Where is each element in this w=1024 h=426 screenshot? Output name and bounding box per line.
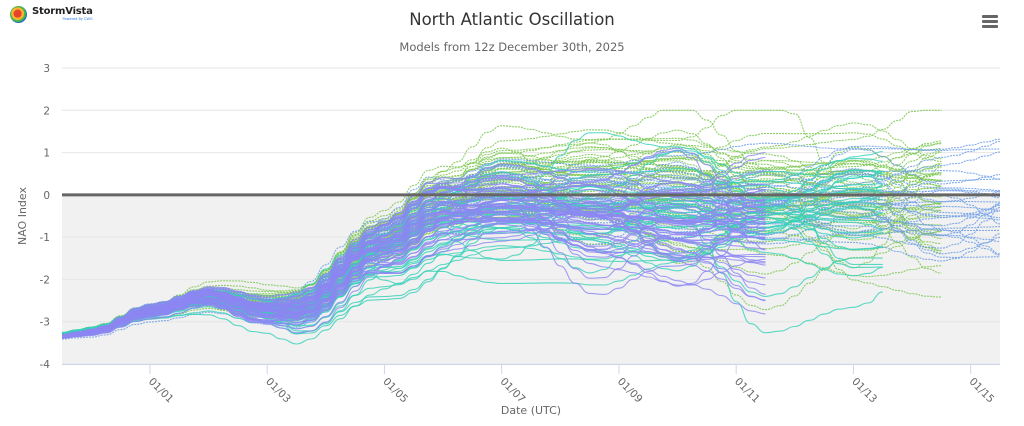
purple-ensemble-member[interactable] [61, 191, 766, 337]
x-tick-label: 01/11 [732, 376, 762, 406]
purple-ensemble-member[interactable] [61, 210, 766, 337]
purple-ensemble-member[interactable] [61, 203, 766, 338]
y-tick-label: -3 [40, 317, 50, 329]
y-tick-label: 1 [43, 148, 50, 160]
hamburger-menu-icon[interactable] [982, 15, 998, 29]
stormvista-logo[interactable]: StormVista Powered By CWG [10, 6, 93, 23]
y-tick-label: 3 [43, 63, 50, 75]
x-tick-label: 01/03 [263, 376, 293, 406]
purple-ensemble-member[interactable] [61, 204, 766, 337]
y-tick-label: -4 [40, 359, 51, 371]
blue-ensemble-member[interactable] [61, 140, 1001, 338]
y-tick-label: -2 [40, 274, 50, 286]
x-tick-label: 01/07 [498, 376, 528, 406]
logo-globe-icon [10, 6, 27, 23]
x-tick-label: 01/01 [146, 376, 176, 406]
purple-ensemble-member[interactable] [61, 182, 766, 339]
x-tick-label: 01/13 [849, 376, 879, 406]
purple-ensemble-member[interactable] [61, 214, 766, 339]
x-axis-title: Date (UTC) [501, 404, 561, 417]
purple-ensemble-member[interactable] [61, 147, 766, 337]
green-ensemble-member[interactable] [61, 159, 942, 334]
blue-ensemble-member[interactable] [61, 181, 1001, 337]
y-tick-label: 0 [43, 190, 50, 202]
y-tick-label: 2 [43, 105, 50, 117]
logo-name: StormVista [32, 6, 93, 18]
green-ensemble-member[interactable] [61, 147, 942, 336]
purple-ensemble-member[interactable] [61, 168, 766, 336]
purple-ensemble-member[interactable] [61, 219, 766, 338]
green-ensemble-member[interactable] [61, 142, 942, 335]
logo-subtitle: Powered By CWG [62, 17, 93, 22]
chart-subtitle: Models from 12z December 30th, 2025 [399, 40, 625, 54]
y-axis-title: NAO Index [16, 187, 29, 245]
green-ensemble-member[interactable] [61, 132, 942, 334]
x-tick-label: 01/09 [615, 376, 645, 406]
x-tick-label: 01/05 [380, 376, 410, 406]
x-tick-label: 01/15 [967, 376, 997, 406]
y-tick-label: -1 [40, 232, 50, 244]
blue-ensemble-member[interactable] [61, 138, 1001, 337]
purple-ensemble-member[interactable] [61, 197, 766, 339]
chart-title: North Atlantic Oscillation [409, 10, 615, 29]
blue-ensemble-member[interactable] [61, 173, 1001, 340]
